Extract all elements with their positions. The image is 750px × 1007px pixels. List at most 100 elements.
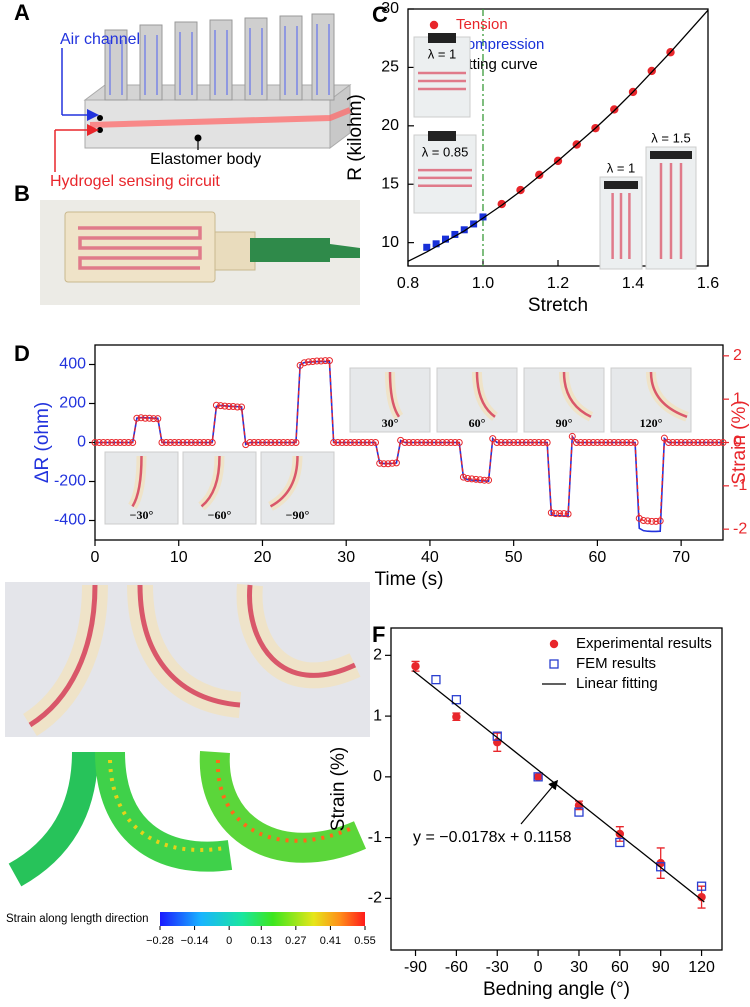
y-axis-title: R (kilohm) bbox=[345, 94, 366, 181]
data-point bbox=[150, 415, 158, 423]
data-point bbox=[325, 357, 333, 365]
data-point bbox=[300, 359, 308, 367]
annotation-arrow bbox=[520, 779, 559, 825]
data-point bbox=[158, 439, 166, 446]
data-point bbox=[468, 475, 476, 483]
data-point bbox=[171, 439, 179, 446]
data-point bbox=[623, 439, 631, 446]
y-tick-label: 20 bbox=[381, 117, 399, 134]
data-point bbox=[346, 439, 354, 446]
data-point bbox=[690, 439, 698, 446]
data-point bbox=[271, 439, 279, 446]
data-point bbox=[367, 439, 375, 446]
y-tick-label: 0 bbox=[77, 434, 86, 451]
data-point bbox=[99, 439, 107, 446]
data-point bbox=[531, 439, 539, 446]
data-point bbox=[581, 439, 589, 446]
inset-label: −30° bbox=[130, 508, 154, 522]
y-tick-label: -1 bbox=[368, 829, 382, 846]
data-point bbox=[313, 357, 321, 365]
data-point bbox=[568, 432, 576, 440]
data-point bbox=[631, 439, 639, 446]
colorbar-tick-label: −0.14 bbox=[181, 935, 209, 947]
data-point bbox=[698, 439, 706, 446]
data-point bbox=[162, 439, 170, 446]
data-point bbox=[652, 517, 660, 525]
data-point bbox=[697, 892, 706, 902]
x-tick-label: 120 bbox=[688, 959, 715, 976]
data-point bbox=[392, 459, 400, 467]
x-tick-label: 10 bbox=[170, 549, 188, 566]
data-point bbox=[242, 441, 250, 449]
y-tick-label: 400 bbox=[59, 356, 86, 373]
data-point bbox=[208, 439, 216, 446]
data-point bbox=[639, 517, 647, 524]
inset-circuit bbox=[418, 71, 466, 91]
data-point bbox=[233, 403, 241, 411]
fem-results bbox=[8, 751, 367, 887]
y-tick-label: 15 bbox=[381, 175, 399, 192]
legend-label: FEM results bbox=[576, 655, 656, 672]
data-point bbox=[585, 439, 593, 446]
data-point bbox=[183, 439, 191, 446]
data-point bbox=[552, 510, 560, 518]
data-point bbox=[359, 439, 367, 446]
data-point bbox=[669, 439, 677, 446]
callout-text: Elastomer body bbox=[150, 151, 261, 168]
data-point bbox=[384, 460, 392, 468]
y-tick-label: 25 bbox=[381, 59, 399, 76]
device-photo bbox=[40, 200, 360, 305]
legend-swatch bbox=[549, 659, 559, 669]
data-point bbox=[686, 439, 694, 446]
inset-finger bbox=[388, 371, 401, 418]
inset-photo bbox=[413, 36, 471, 118]
y-tick-label: 1 bbox=[373, 707, 382, 724]
x-tick-label: 0 bbox=[534, 959, 543, 976]
data-point bbox=[694, 439, 702, 446]
data-point bbox=[602, 439, 610, 446]
data-point bbox=[644, 517, 652, 525]
data-point bbox=[572, 439, 580, 446]
data-point bbox=[614, 439, 622, 446]
data-point bbox=[221, 402, 229, 410]
data-point bbox=[696, 881, 707, 891]
y2-tick-label: -1 bbox=[733, 477, 747, 494]
data-point bbox=[485, 476, 493, 484]
data-point bbox=[533, 772, 543, 782]
colorbar-title: Strain along length direction bbox=[6, 913, 149, 925]
inset-label: 90° bbox=[556, 416, 573, 430]
data-point bbox=[656, 862, 666, 872]
data-point bbox=[309, 357, 317, 365]
data-point bbox=[464, 474, 472, 482]
inset-photo bbox=[260, 451, 335, 525]
data-point bbox=[459, 473, 467, 481]
data-point bbox=[137, 414, 145, 422]
x-tick-label: 60 bbox=[611, 959, 629, 976]
data-point bbox=[560, 510, 568, 518]
data-point bbox=[432, 240, 440, 248]
data-point bbox=[451, 695, 462, 705]
data-point bbox=[330, 439, 338, 446]
data-point bbox=[610, 105, 619, 114]
data-point bbox=[317, 357, 325, 365]
data-point bbox=[715, 439, 723, 446]
data-point bbox=[91, 439, 99, 446]
data-point bbox=[124, 439, 132, 446]
data-point bbox=[254, 439, 262, 446]
x-tick-label: 90 bbox=[652, 959, 670, 976]
data-point bbox=[409, 439, 417, 446]
inset-finger bbox=[562, 371, 592, 418]
data-point bbox=[212, 401, 220, 409]
data-point bbox=[598, 439, 606, 446]
x-tick-label: 20 bbox=[254, 549, 272, 566]
data-point bbox=[338, 439, 346, 446]
data-point bbox=[104, 439, 112, 446]
inset-label: −60° bbox=[208, 508, 232, 522]
legend-label: Compression bbox=[456, 36, 544, 53]
data-point bbox=[492, 731, 502, 741]
y-axis-title: Strain (%) bbox=[328, 747, 349, 831]
data-point bbox=[351, 439, 359, 446]
data-point bbox=[660, 434, 668, 442]
inset-finger bbox=[200, 455, 221, 508]
data-point bbox=[472, 475, 480, 483]
